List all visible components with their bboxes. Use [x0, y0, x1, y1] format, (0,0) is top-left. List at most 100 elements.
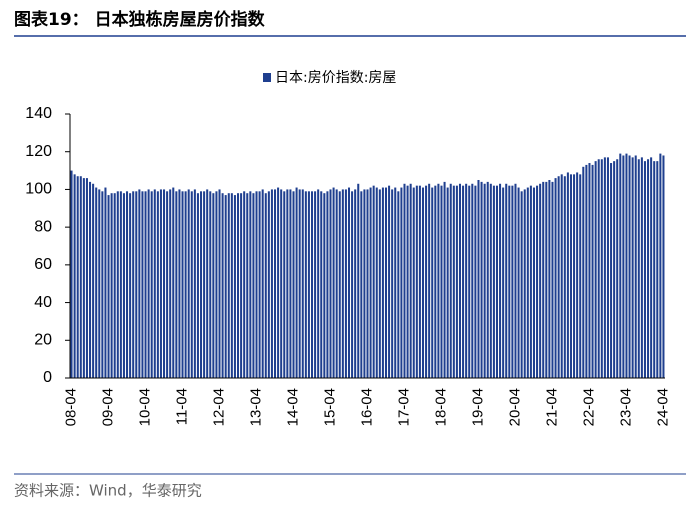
- bar: [582, 166, 585, 378]
- bar: [449, 183, 452, 378]
- bar: [437, 183, 440, 378]
- bar: [477, 180, 480, 378]
- bar: [388, 185, 391, 378]
- bar: [480, 181, 483, 378]
- bar: [277, 187, 280, 378]
- bar: [495, 185, 498, 378]
- bar: [280, 189, 283, 378]
- bar: [536, 185, 539, 378]
- bar: [452, 185, 455, 378]
- bar: [215, 191, 218, 378]
- bar: [196, 193, 199, 378]
- bar: [378, 189, 381, 378]
- bar: [597, 159, 600, 378]
- bar: [95, 187, 98, 378]
- bar: [542, 181, 545, 378]
- bar: [283, 191, 286, 378]
- bar: [526, 187, 529, 378]
- bar: [431, 187, 434, 378]
- bar: [465, 183, 468, 378]
- x-tick-label: 17-04: [395, 388, 412, 426]
- bar: [573, 174, 576, 378]
- bar: [603, 157, 606, 378]
- bar: [363, 189, 366, 378]
- bar: [200, 191, 203, 378]
- bar: [557, 176, 560, 378]
- x-tick-label: 19-04: [469, 388, 486, 426]
- bar: [132, 191, 135, 378]
- bar: [187, 189, 190, 378]
- bar: [640, 157, 643, 378]
- bar: [153, 189, 156, 378]
- bar: [110, 193, 113, 378]
- x-tick-label: 22-04: [580, 388, 597, 426]
- bar: [273, 189, 277, 378]
- bar: [184, 191, 187, 378]
- bar: [440, 185, 443, 378]
- x-tick-label: 18-04: [432, 388, 449, 426]
- bar: [425, 185, 428, 378]
- bar: [455, 185, 458, 378]
- bar: [622, 155, 625, 378]
- bar: [329, 189, 332, 378]
- bar: [323, 193, 326, 378]
- bar: [150, 191, 153, 378]
- bar: [122, 193, 125, 378]
- bar: [634, 155, 637, 378]
- bar: [230, 193, 233, 378]
- bar: [514, 183, 517, 378]
- y-tick-label: 100: [25, 181, 52, 198]
- bar: [92, 183, 95, 378]
- bar: [366, 189, 369, 378]
- bar: [637, 159, 640, 378]
- bar: [418, 185, 421, 378]
- y-tick-label: 20: [34, 332, 52, 349]
- bar: [113, 193, 116, 378]
- bar: [529, 185, 532, 378]
- bar: [523, 189, 526, 378]
- bar: [409, 183, 412, 378]
- bar: [310, 191, 314, 378]
- bar: [591, 164, 594, 378]
- bar: [539, 183, 542, 378]
- x-tick-label: 21-04: [543, 388, 560, 426]
- bar: [560, 174, 563, 378]
- bar: [391, 189, 394, 378]
- bar: [307, 191, 310, 378]
- bar: [625, 153, 628, 378]
- bar: [76, 176, 79, 378]
- bar: [73, 174, 76, 378]
- bar: [138, 189, 141, 378]
- bar: [576, 172, 579, 378]
- bar: [354, 189, 357, 378]
- bar: [579, 174, 582, 378]
- bar: [304, 191, 307, 378]
- bar: [532, 187, 535, 378]
- bar: [169, 189, 172, 378]
- bar: [264, 193, 267, 378]
- bar: [314, 191, 317, 378]
- bar: [172, 187, 175, 378]
- bar: [332, 187, 335, 378]
- bar: [548, 180, 551, 378]
- bar: [659, 153, 662, 378]
- bar: [403, 183, 406, 378]
- y-tick-label: 140: [25, 105, 52, 122]
- bar: [505, 183, 508, 378]
- x-tick-label: 10-04: [136, 388, 153, 426]
- bar: [483, 183, 486, 378]
- bar: [326, 191, 329, 378]
- bar: [166, 191, 169, 378]
- bar: [212, 193, 215, 378]
- bar: [126, 191, 129, 378]
- bar: [650, 157, 653, 378]
- x-tick-label: 23-04: [617, 388, 634, 426]
- bar: [594, 161, 597, 378]
- bar: [554, 178, 557, 378]
- x-tick-label: 16-04: [358, 388, 375, 426]
- bar: [240, 193, 243, 378]
- bar: [462, 185, 465, 378]
- bar: [616, 159, 619, 378]
- bar: [227, 193, 230, 378]
- bar: [384, 187, 388, 378]
